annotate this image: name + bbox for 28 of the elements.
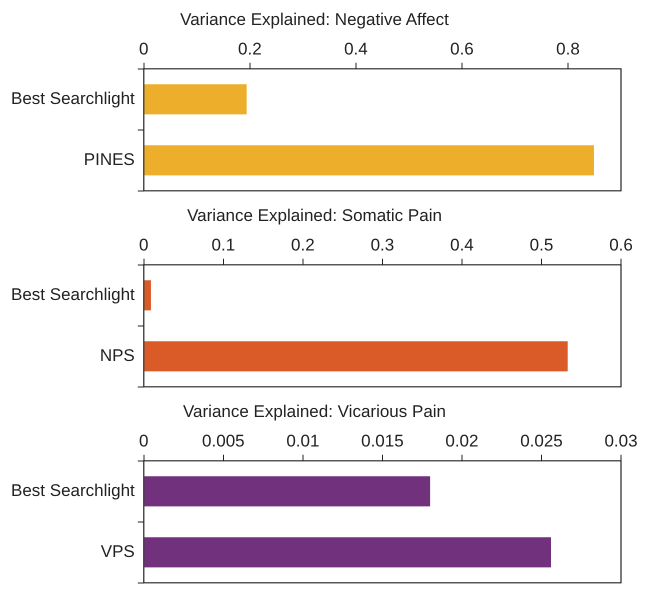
x-tick-label: 0.2 (238, 39, 262, 58)
x-tick-label: 0.015 (361, 431, 404, 450)
x-tick-label: 0 (139, 39, 149, 58)
y-tick-label: NPS (100, 346, 135, 365)
x-tick-label: 0.02 (445, 431, 478, 450)
x-tick-label: 0.01 (286, 431, 320, 450)
x-tick-label: 0.8 (556, 39, 580, 58)
y-tick-label: Best Searchlight (10, 284, 136, 304)
x-tick-label: 0 (139, 431, 149, 450)
x-tick-label: 0.1 (212, 235, 236, 254)
chart-title: Variance Explained: Negative Affect (180, 10, 450, 29)
y-tick-label: PINES (84, 150, 135, 169)
chart-title: Variance Explained: Somatic Pain (187, 206, 442, 225)
y-tick-label: VPS (100, 542, 135, 561)
x-tick-label: 0.03 (604, 431, 638, 450)
x-tick-label: 0 (139, 235, 149, 254)
x-tick-label: 0.4 (344, 39, 368, 58)
y-tick-label: Best Searchlight (10, 480, 136, 500)
y-tick-label: Best Searchlight (10, 88, 136, 108)
x-tick-label: 0.025 (520, 431, 563, 450)
x-tick-label: 0.4 (450, 235, 474, 254)
x-tick-label: 0.6 (609, 235, 633, 254)
x-tick-label: 0.005 (202, 431, 245, 450)
x-tick-label: 0.2 (291, 235, 315, 254)
x-tick-label: 0.5 (530, 235, 554, 254)
x-tick-label: 0.6 (450, 39, 474, 58)
chart-title: Variance Explained: Vicarious Pain (182, 402, 446, 421)
x-tick-label: 0.3 (370, 235, 394, 254)
